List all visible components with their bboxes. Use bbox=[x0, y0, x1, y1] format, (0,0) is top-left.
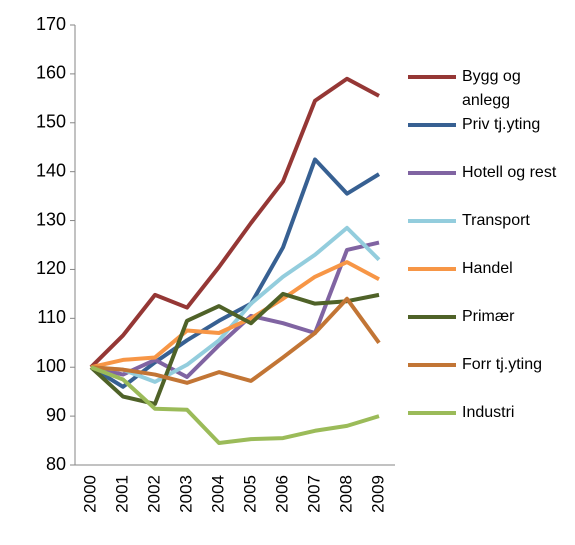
y-tick-label: 120 bbox=[36, 258, 66, 278]
x-tick-label: 2006 bbox=[272, 475, 291, 513]
y-tick-label: 140 bbox=[36, 160, 66, 180]
legend-label: Transport bbox=[462, 212, 530, 229]
x-tick-label: 2009 bbox=[368, 475, 387, 513]
series-line bbox=[90, 296, 381, 385]
series-line bbox=[89, 76, 380, 369]
y-tick-label: 80 bbox=[46, 454, 66, 474]
x-tick-label: 2003 bbox=[176, 475, 195, 513]
legend-label: Primær bbox=[462, 308, 515, 325]
y-tick-label: 170 bbox=[36, 14, 66, 34]
legend-label: Forr tj.yting bbox=[462, 356, 542, 373]
x-tick-label: 2001 bbox=[112, 475, 131, 513]
series-line bbox=[90, 365, 380, 445]
x-tick-label: 2004 bbox=[208, 475, 227, 513]
y-tick-label: 150 bbox=[36, 112, 66, 132]
y-tick-label: 100 bbox=[36, 356, 66, 376]
y-tick-label: 110 bbox=[37, 307, 66, 327]
y-tick-label: 130 bbox=[36, 209, 66, 229]
x-tick-label: 2002 bbox=[144, 475, 163, 513]
legend-label: Industri bbox=[462, 404, 514, 421]
x-tick-label: 2007 bbox=[304, 475, 323, 513]
series-line bbox=[89, 291, 380, 406]
x-tick-label: 2005 bbox=[240, 475, 259, 513]
series-line bbox=[90, 240, 380, 379]
series-line bbox=[90, 225, 381, 384]
legend-label: Handel bbox=[462, 260, 513, 277]
series-line bbox=[90, 260, 380, 370]
legend-label: Bygg og anlegg bbox=[462, 68, 525, 109]
series-line bbox=[89, 157, 381, 389]
y-tick-label: 160 bbox=[36, 63, 66, 83]
x-tick-label: 2008 bbox=[336, 475, 355, 513]
legend-label: Priv tj.yting bbox=[462, 116, 540, 133]
x-tick-label: 2000 bbox=[80, 475, 99, 513]
y-tick-label: 90 bbox=[46, 405, 66, 425]
legend-label: Hotell og rest bbox=[462, 164, 557, 181]
